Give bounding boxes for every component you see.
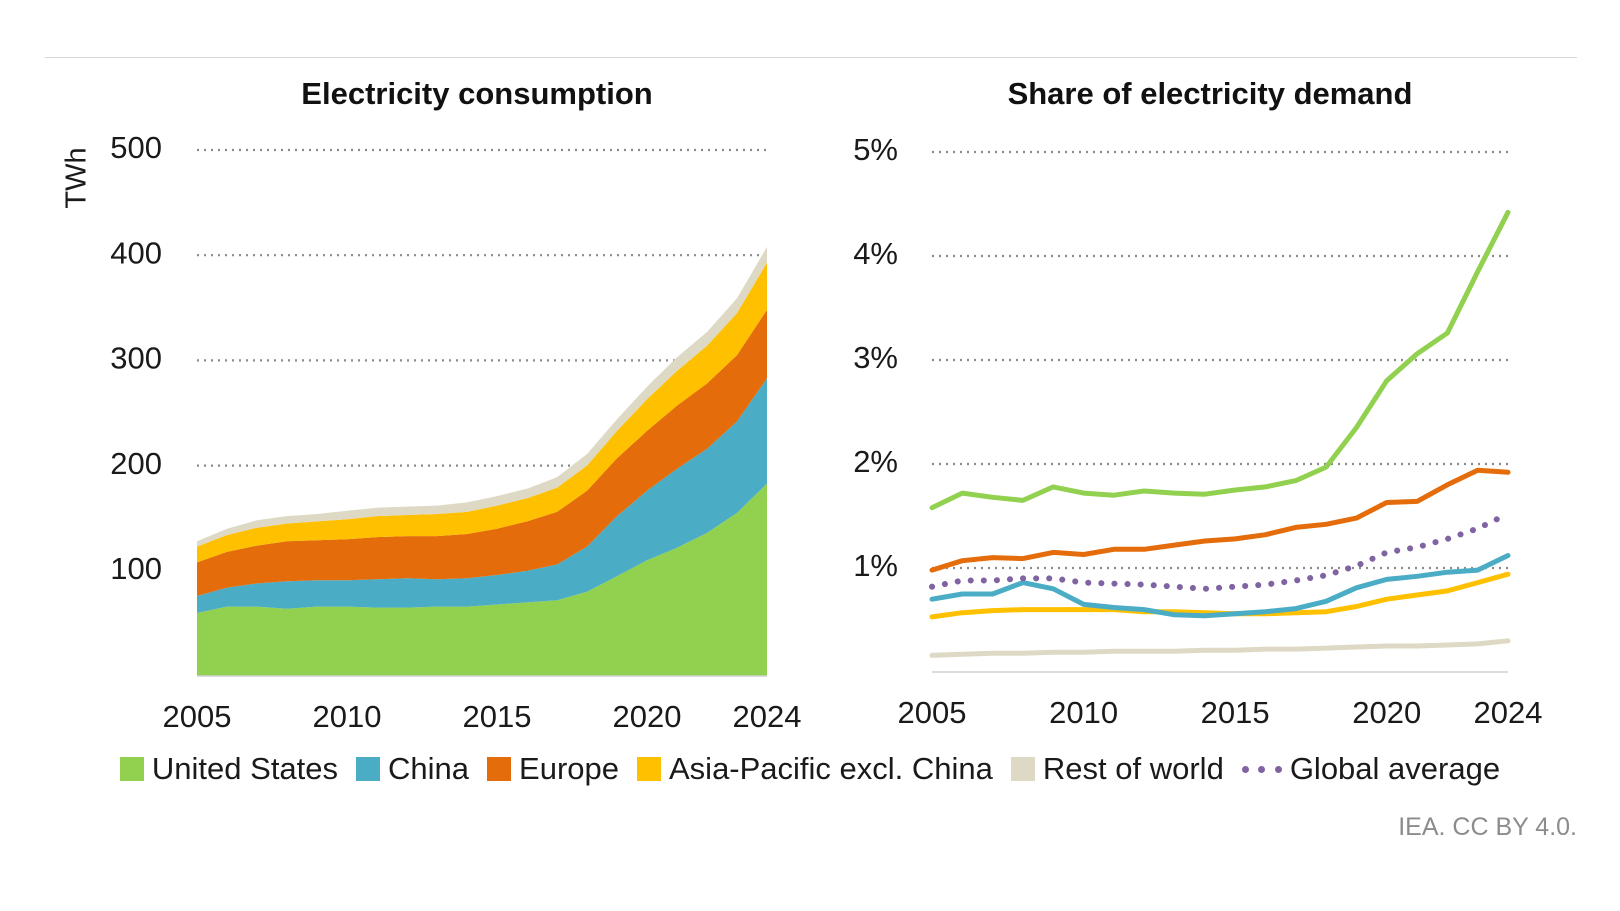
legend-swatch (119, 757, 144, 781)
charts-canvas: Electricity consumption TWh 100 200 300 400… (61, 76, 1543, 734)
x-tick-label: 2024 (1474, 695, 1543, 730)
legend-label: Rest of world (1042, 751, 1224, 786)
legend-label: China (388, 751, 470, 786)
legend-item-asia-pacific: Asia-Pacific excl. China (637, 751, 993, 787)
line-rest-of-world (929, 638, 1511, 658)
legend-item-rest-of-world: Rest of world (1010, 751, 1224, 787)
x-tick-label: 2010 (313, 699, 382, 734)
line-china (929, 553, 1511, 619)
y-tick-label: 300 (110, 341, 162, 376)
legend-item-global-average: Global average (1241, 751, 1501, 787)
x-tick-label: 2020 (1352, 695, 1421, 730)
area-europe (197, 309, 767, 596)
area-united-states (197, 483, 767, 676)
legend-swatch (487, 757, 512, 781)
area-china (197, 378, 767, 613)
legend-label: Europe (519, 751, 619, 786)
x-tick-label: 2010 (1049, 695, 1118, 730)
y-tick-label: 1% (853, 548, 898, 583)
x-tick-label: 2005 (163, 699, 232, 734)
line-global-average (929, 510, 1511, 592)
legend-swatch (356, 757, 381, 781)
legend-swatch (1010, 757, 1035, 781)
x-tick-label: 2005 (898, 695, 967, 730)
legend-item-china: China (356, 751, 469, 787)
legend-dots-marker (1241, 765, 1282, 773)
legend-item-europe: Europe (487, 751, 619, 787)
share-of-demand-chart: Share of electricity demand 1% 2% 3% 4% 5% 2… (853, 76, 1542, 730)
x-tick-label: 2015 (1201, 695, 1270, 730)
source-credit: IEA. CC BY 4.0. (1398, 813, 1577, 841)
chart-title-consumption: Electricity consumption (301, 76, 652, 111)
y-tick-label: 5% (853, 132, 898, 167)
y-tick-label: 3% (853, 340, 898, 375)
legend-label: Global average (1289, 751, 1501, 786)
y-tick-label: 500 (110, 130, 162, 165)
legend-item-united-states: United States (119, 751, 339, 787)
y-tick-label: 400 (110, 235, 162, 270)
area-asia-pacific (197, 262, 767, 563)
y-tick-label: 100 (110, 551, 162, 586)
y-tick-label: 4% (853, 236, 898, 271)
x-tick-label: 2015 (463, 699, 532, 734)
line-europe (929, 467, 1511, 573)
top-divider (45, 57, 1577, 58)
x-tick-label: 2020 (613, 699, 682, 734)
legend-label: Asia-Pacific excl. China (669, 751, 993, 786)
legend: United States China Europe Asia-Pacific exc… (0, 751, 1620, 787)
y-tick-label: 2% (853, 444, 898, 479)
legend-swatch (637, 757, 661, 781)
y-tick-label: 200 (110, 446, 162, 481)
line-asia-pacific (929, 571, 1511, 620)
line-united-states (929, 209, 1511, 511)
electricity-consumption-chart: Electricity consumption TWh 100 200 300 400… (61, 76, 802, 734)
y-axis-label-twh: TWh (61, 147, 93, 208)
x-tick-label: 2024 (733, 699, 802, 734)
chart-title-share: Share of electricity demand (1008, 76, 1413, 111)
legend-label: United States (151, 751, 339, 786)
